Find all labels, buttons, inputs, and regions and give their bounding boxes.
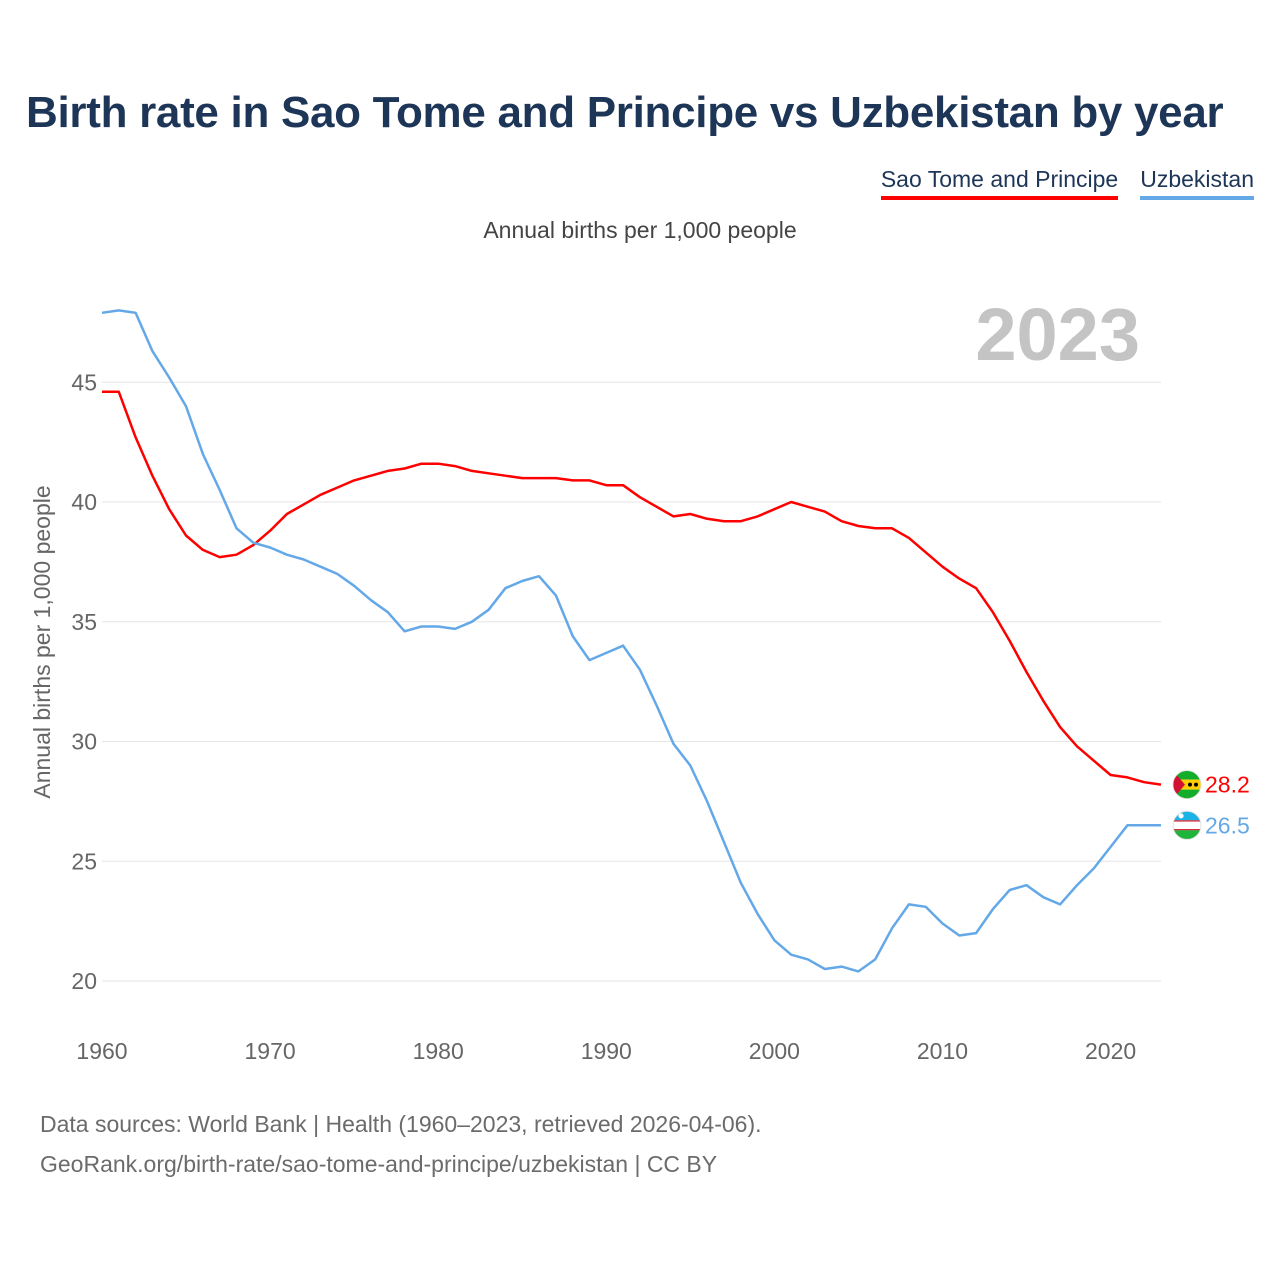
y-axis-label: Annual births per 1,000 people [29, 485, 55, 798]
footer: Data sources: World Bank | Health (1960–… [40, 1104, 762, 1184]
y-tick-label: 40 [71, 489, 97, 515]
data-source-note: Data sources: World Bank | Health (1960–… [40, 1111, 762, 1137]
flag-icon-sao-tome-and-principe [1172, 770, 1202, 800]
y-tick-label: 25 [71, 848, 97, 874]
end-value-label-uzbekistan: 26.5 [1205, 812, 1250, 838]
legend-item-sao-tome-and-principe[interactable]: Sao Tome and Principe [880, 166, 1119, 200]
y-tick-label: 45 [71, 369, 97, 395]
series-end-markers: 28.2 26.5 [1172, 770, 1250, 840]
chart-subtitle: Annual births per 1,000 people [483, 217, 797, 243]
x-tick-label: 1970 [245, 1038, 296, 1064]
end-value-label-sao-tome-and-principe: 28.2 [1205, 772, 1250, 798]
x-tick-label: 2000 [749, 1038, 800, 1064]
x-tick-label: 1980 [413, 1038, 464, 1064]
legend: Sao Tome and Principe Uzbekistan [880, 166, 1254, 200]
y-tick-label: 35 [71, 609, 97, 635]
y-axis-ticks: 20 25 30 35 40 45 [71, 369, 97, 994]
series-lines [101, 309, 1162, 973]
series-line-sao-tome-and-principe[interactable] [102, 390, 1162, 786]
gridlines [102, 381, 1161, 982]
y-tick-label: 30 [71, 729, 97, 755]
x-tick-label: 1960 [76, 1038, 127, 1064]
series-line-uzbekistan[interactable] [101, 309, 1161, 973]
x-tick-label: 2020 [1085, 1038, 1136, 1064]
x-tick-label: 2010 [917, 1038, 968, 1064]
y-tick-label: 20 [71, 968, 97, 994]
current-year-label: 2023 [975, 293, 1140, 376]
source-url: GeoRank.org/birth-rate/sao-tome-and-prin… [40, 1151, 718, 1177]
x-axis-ticks: 1960 1970 1980 1990 2000 2010 2020 [76, 1038, 1136, 1064]
legend-item-uzbekistan[interactable]: Uzbekistan [1140, 166, 1254, 200]
flag-icon-uzbekistan [1172, 810, 1202, 840]
x-tick-label: 1990 [581, 1038, 632, 1064]
chart-title: Birth rate in Sao Tome and Principe vs U… [26, 88, 1224, 137]
